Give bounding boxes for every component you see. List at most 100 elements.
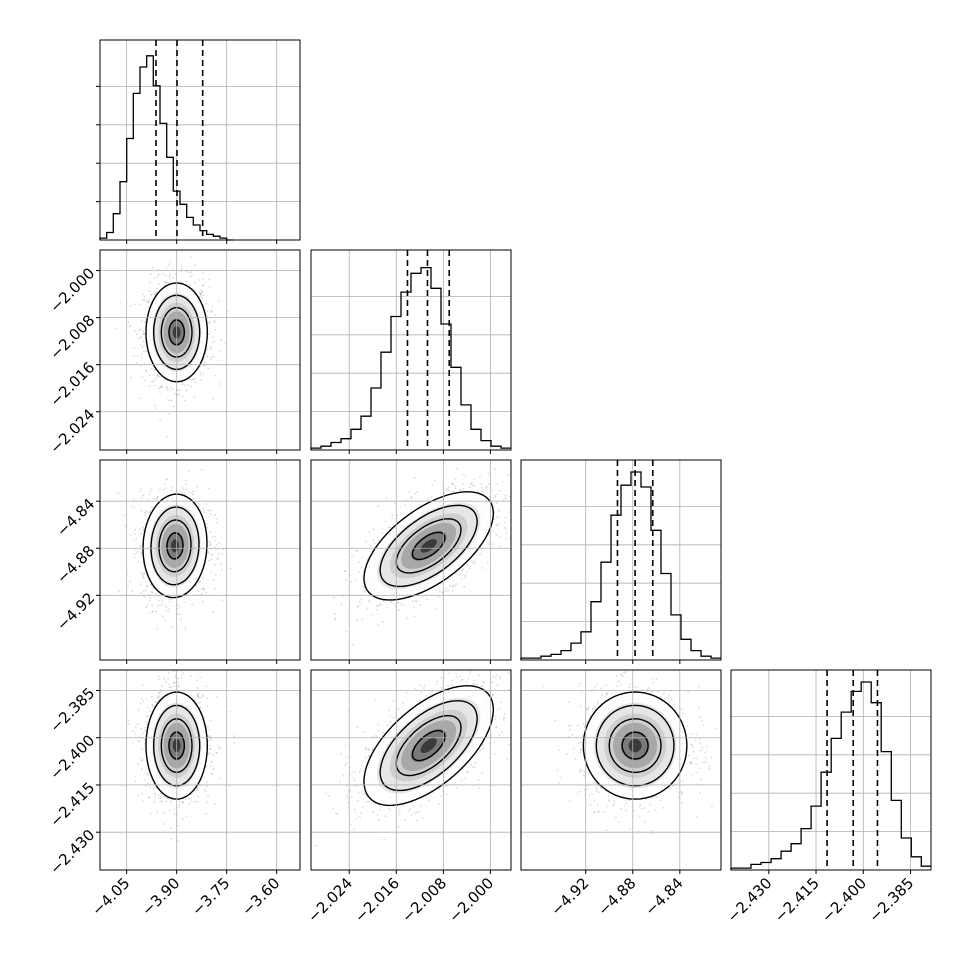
scatter-point bbox=[182, 492, 184, 494]
scatter-point bbox=[167, 399, 169, 401]
scatter-point bbox=[207, 310, 209, 312]
scatter-point bbox=[137, 355, 139, 357]
scatter-point bbox=[139, 528, 141, 530]
scatter-point bbox=[361, 557, 363, 559]
scatter-point bbox=[178, 393, 180, 395]
scatter-point bbox=[418, 505, 420, 507]
scatter-point bbox=[208, 368, 210, 370]
scatter-point bbox=[149, 385, 151, 387]
scatter-point bbox=[171, 626, 173, 628]
scatter-point bbox=[397, 602, 399, 604]
scatter-point bbox=[201, 588, 203, 590]
scatter-point bbox=[464, 586, 466, 588]
scatter-point bbox=[444, 590, 446, 592]
scatter-point bbox=[158, 665, 160, 667]
scatter-point bbox=[233, 735, 235, 737]
histogram-4 bbox=[731, 682, 931, 870]
scatter-point bbox=[453, 484, 455, 486]
scatter-point bbox=[133, 355, 135, 357]
scatter-point bbox=[222, 600, 224, 602]
scatter-point bbox=[388, 526, 390, 528]
scatter-point bbox=[198, 693, 200, 695]
scatter-point bbox=[192, 490, 194, 492]
scatter-point bbox=[366, 559, 368, 561]
scatter-point bbox=[156, 628, 158, 630]
scatter-point bbox=[128, 723, 130, 725]
scatter-point bbox=[202, 695, 204, 697]
scatter-point bbox=[142, 527, 144, 529]
scatter-point bbox=[196, 789, 198, 791]
scatter-point bbox=[466, 564, 468, 566]
scatter-point bbox=[180, 271, 182, 273]
scatter-point bbox=[141, 347, 143, 349]
scatter-point bbox=[130, 534, 132, 536]
scatter-point bbox=[157, 496, 159, 498]
scatter-point bbox=[158, 795, 160, 797]
scatter-point bbox=[155, 408, 157, 410]
scatter-point bbox=[157, 275, 159, 277]
scatter-point bbox=[142, 495, 144, 497]
scatter-point bbox=[181, 668, 183, 670]
scatter-point bbox=[149, 787, 151, 789]
scatter-point bbox=[136, 551, 138, 553]
scatter-point bbox=[149, 374, 151, 376]
scatter-point bbox=[137, 723, 139, 725]
scatter-point bbox=[187, 384, 189, 386]
scatter-point bbox=[447, 590, 449, 592]
scatter-point bbox=[357, 606, 359, 608]
scatter-point bbox=[207, 348, 209, 350]
scatter-point bbox=[464, 576, 466, 578]
scatter-point bbox=[492, 543, 494, 545]
scatter-point bbox=[455, 573, 457, 575]
scatter-point bbox=[220, 340, 222, 342]
scatter-point bbox=[184, 384, 186, 386]
scatter-point bbox=[154, 379, 156, 381]
scatter-point bbox=[151, 381, 153, 383]
scatter-point bbox=[416, 491, 418, 493]
scatter-point bbox=[210, 356, 212, 358]
scatter-point bbox=[355, 550, 357, 552]
scatter-point bbox=[381, 529, 383, 531]
scatter-point bbox=[448, 487, 450, 489]
scatter-point bbox=[211, 554, 213, 556]
scatter-point bbox=[376, 605, 378, 607]
scatter-point bbox=[214, 340, 216, 342]
scatter-point bbox=[214, 564, 216, 566]
scatter-point bbox=[419, 604, 421, 606]
scatter-point bbox=[149, 612, 151, 614]
scatter-point bbox=[368, 531, 370, 533]
scatter-point bbox=[212, 398, 214, 400]
scatter-point bbox=[150, 294, 152, 296]
scatter-point bbox=[439, 590, 441, 592]
scatter-point bbox=[474, 560, 476, 562]
scatter-point bbox=[142, 701, 144, 703]
scatter-point bbox=[158, 273, 160, 275]
scatter-point bbox=[380, 604, 382, 606]
scatter-point bbox=[146, 607, 148, 609]
scatter-point bbox=[147, 604, 149, 606]
scatter-point bbox=[374, 542, 376, 544]
scatter-point bbox=[471, 482, 473, 484]
scatter-point bbox=[198, 503, 200, 505]
scatter-point bbox=[142, 293, 144, 295]
scatter-point bbox=[200, 289, 202, 291]
scatter-point bbox=[218, 553, 220, 555]
scatter-point bbox=[138, 794, 140, 796]
scatter-point bbox=[206, 524, 208, 526]
scatter-point bbox=[498, 510, 500, 512]
scatter-point bbox=[169, 261, 171, 263]
scatter-point bbox=[169, 247, 171, 249]
scatter-point bbox=[216, 696, 218, 698]
scatter-point bbox=[165, 487, 167, 489]
scatter-point bbox=[164, 796, 166, 798]
histogram-2 bbox=[311, 268, 511, 450]
scatter-point bbox=[140, 336, 142, 338]
scatter-point bbox=[169, 276, 171, 278]
scatter-point bbox=[496, 517, 498, 519]
scatter-point bbox=[190, 271, 192, 273]
scatter-point bbox=[206, 355, 208, 357]
scatter-point bbox=[382, 621, 384, 623]
scatter-point bbox=[143, 596, 145, 598]
scatter-point bbox=[159, 489, 161, 491]
